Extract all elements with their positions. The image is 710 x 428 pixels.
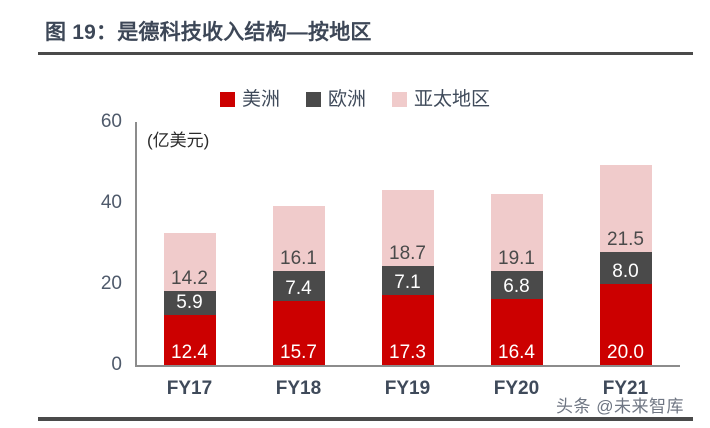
y-axis-tick-label: 20 xyxy=(100,273,122,294)
x-axis-line xyxy=(135,365,680,367)
legend-item-label: 亚太地区 xyxy=(414,89,491,110)
bar-value-label: 20.0 xyxy=(607,342,644,363)
y-axis-tick-labels: 0 20 40 60 xyxy=(76,0,122,428)
watermark: 头条 @未来智库 xyxy=(556,397,684,416)
legend-swatch-icon xyxy=(305,92,321,107)
bar-group[interactable]: 17.3 7.1 18.7 xyxy=(381,190,434,365)
bar-segment[interactable]: 8.0 xyxy=(599,251,652,284)
legend-swatch-icon xyxy=(219,92,235,107)
bar-segment[interactable]: 17.3 xyxy=(381,294,434,365)
bar-segment[interactable]: 16.1 xyxy=(272,206,325,272)
legend-item-apac: 亚太地区 xyxy=(392,90,490,109)
legend-item-label: 欧洲 xyxy=(327,89,366,110)
bar-segment[interactable]: 15.7 xyxy=(272,301,325,365)
legend-item-label: 美洲 xyxy=(241,89,280,110)
y-axis-tick-label: 0 xyxy=(111,354,122,375)
bar-value-label: 15.7 xyxy=(280,342,317,363)
bar-value-label: 7.1 xyxy=(394,271,421,293)
bar-segment[interactable]: 18.7 xyxy=(381,190,434,267)
chart-plot-area: 12.4 5.9 14.2 15.7 7.4 16.1 17.3 7.1 18.7 16.4 6.8… xyxy=(135,122,680,365)
x-axis-category-label: FY19 xyxy=(384,378,431,399)
legend-item-europe: 欧洲 xyxy=(305,89,366,110)
bar-value-label: 8.0 xyxy=(612,261,639,282)
y-axis-tick-label: 60 xyxy=(100,111,122,132)
bar-group[interactable]: 16.4 6.8 19.1 xyxy=(490,193,543,365)
bar-value-label: 6.8 xyxy=(503,275,530,297)
legend-item-americas: 美洲 xyxy=(219,89,280,110)
bar-segment[interactable]: 6.8 xyxy=(490,271,543,299)
bar-segment[interactable]: 12.4 xyxy=(163,314,216,365)
bar-segment[interactable]: 7.1 xyxy=(381,266,434,295)
page-title: 图 19：是德科技收入结构—按地区 xyxy=(45,21,372,44)
title-divider xyxy=(38,52,693,55)
bar-value-label: 16.4 xyxy=(498,342,535,363)
bar-group[interactable]: 12.4 5.9 14.2 xyxy=(163,233,216,365)
y-axis-line xyxy=(135,122,137,365)
y-axis-unit-label: (亿美元) xyxy=(147,131,210,150)
y-axis-tick-label: 40 xyxy=(100,192,122,213)
bar-segment[interactable]: 5.9 xyxy=(163,290,216,315)
x-axis-category-label: FY17 xyxy=(166,378,213,399)
x-axis-category-label: FY20 xyxy=(493,378,540,399)
bar-value-label: 14.2 xyxy=(171,267,208,289)
bottom-divider xyxy=(38,417,693,421)
bar-value-label: 16.1 xyxy=(280,248,317,270)
bar-segment[interactable]: 16.4 xyxy=(490,298,543,365)
bar-segment[interactable]: 21.5 xyxy=(599,164,652,252)
bar-value-label: 19.1 xyxy=(498,248,535,270)
bar-value-label: 5.9 xyxy=(176,291,203,313)
bar-segment[interactable]: 19.1 xyxy=(490,193,543,272)
x-axis-category-label: FY18 xyxy=(275,378,322,399)
chart-legend: 美洲 欧洲 亚太地区 xyxy=(0,90,710,109)
bar-segment[interactable]: 20.0 xyxy=(599,284,652,365)
bar-value-label: 12.4 xyxy=(171,342,208,363)
bar-value-label: 18.7 xyxy=(389,243,426,265)
legend-swatch-icon xyxy=(392,92,407,107)
x-axis-category-label: FY21 xyxy=(602,378,649,399)
bar-value-label: 7.4 xyxy=(285,278,312,300)
bar-value-label: 21.5 xyxy=(607,228,644,250)
bar-value-label: 17.3 xyxy=(389,342,426,363)
bar-group[interactable]: 15.7 7.4 16.1 xyxy=(272,206,325,365)
bar-group[interactable]: 20.0 8.0 21.5 xyxy=(599,164,652,365)
bar-segment[interactable]: 14.2 xyxy=(163,233,216,291)
bar-segment[interactable]: 7.4 xyxy=(272,271,325,302)
